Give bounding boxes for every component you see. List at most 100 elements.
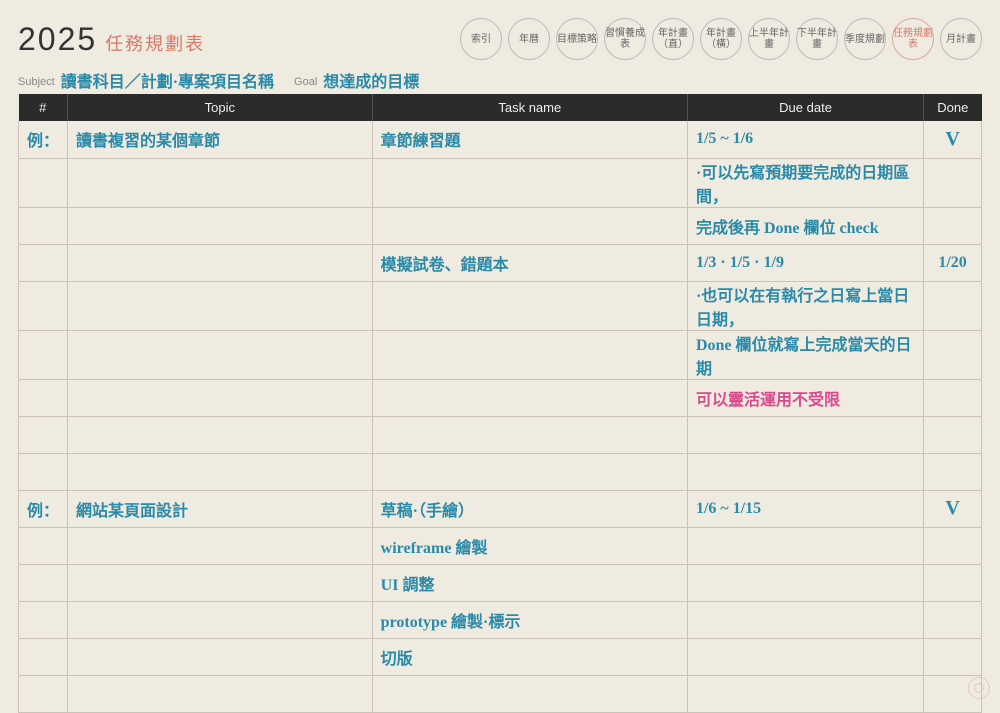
cell-due-text: 完成後再 Done 欄位 check [696, 220, 879, 237]
cell-topic: 網站某頁面設計 [68, 490, 373, 527]
th-done: Done [924, 94, 982, 121]
cell-due-text: ·也可以在有執行之日寫上當日日期， [696, 288, 909, 329]
cell-number [19, 416, 68, 453]
cell-due-text: 1/6 ~ 1/15 [696, 500, 761, 517]
table-row: prototype 繪製·標示 [19, 601, 982, 638]
cell-number [19, 638, 68, 675]
table-row: 模擬試卷、錯題本 1/3 · 1/5 · 1/9 1/20 [19, 244, 982, 281]
cell-task-text: UI 調整 [381, 577, 435, 594]
cell-topic [68, 330, 373, 379]
subject-goal-row: Subject 讀書科目／計劃·專案項目名稱 Goal 想達成的目標 [18, 66, 982, 90]
tab-10[interactable]: 月計畫 [940, 18, 982, 60]
cell-task: 切版 [372, 638, 687, 675]
cell-due: ·可以先寫預期要完成的日期區間， [687, 158, 923, 207]
th-taskname: Task name [372, 94, 687, 121]
page-title: 任務規劃表 [105, 30, 205, 56]
cell-done [924, 527, 982, 564]
cell-done [924, 158, 982, 207]
cell-due: 1/6 ~ 1/15 [687, 490, 923, 527]
cell-task [372, 453, 687, 490]
tab-6[interactable]: 上半年計畫 [748, 18, 790, 60]
cell-topic [68, 453, 373, 490]
table-row: 例：網站某頁面設計草稿·（手繪）1/6 ~ 1/15V [19, 490, 982, 527]
cell-topic [68, 564, 373, 601]
cell-number [19, 564, 68, 601]
cell-due [687, 675, 923, 712]
planner-page: 2025 任務規劃表 索引年曆目標策略習慣養成表年計畫（直）年計畫（橫）上半年計… [0, 0, 1000, 707]
cell-done: 1/20 [924, 244, 982, 281]
tab-2[interactable]: 目標策略 [556, 18, 598, 60]
cell-due [687, 453, 923, 490]
tab-1[interactable]: 年曆 [508, 18, 550, 60]
table-row: ·也可以在有執行之日寫上當日日期， [19, 281, 982, 330]
table-row: 可以靈活運用不受限 [19, 379, 982, 416]
table-row: UI 調整 [19, 564, 982, 601]
table-row: Done 欄位就寫上完成當天的日期 [19, 330, 982, 379]
cell-task [372, 207, 687, 244]
table-body: 例：讀書複習的某個章節章節練習題1/5 ~ 1/6V·可以先寫預期要完成的日期區… [19, 121, 982, 712]
table-row [19, 416, 982, 453]
th-topic: Topic [68, 94, 373, 121]
subject-field: Subject 讀書科目／計劃·專案項目名稱 [18, 66, 274, 90]
table-row: wireframe 繪製 [19, 527, 982, 564]
cell-topic: 讀書複習的某個章節 [68, 121, 373, 158]
tab-3[interactable]: 習慣養成表 [604, 18, 646, 60]
cell-topic [68, 244, 373, 281]
cell-number-text: 例： [27, 133, 59, 150]
cell-number: 例： [19, 490, 68, 527]
cell-task: wireframe 繪製 [372, 527, 687, 564]
cell-done-text: 1/20 [938, 254, 966, 271]
cell-topic [68, 207, 373, 244]
cell-done: V [924, 121, 982, 158]
cell-task [372, 416, 687, 453]
table-row: ·可以先寫預期要完成的日期區間， [19, 158, 982, 207]
tab-0[interactable]: 索引 [460, 18, 502, 60]
cell-due: ·也可以在有執行之日寫上當日日期， [687, 281, 923, 330]
cell-task-text: wireframe 繪製 [381, 540, 488, 557]
subject-label: Subject [18, 76, 55, 88]
tab-8[interactable]: 季度規劃 [844, 18, 886, 60]
cell-task-text: prototype 繪製·標示 [381, 614, 521, 631]
cell-number [19, 527, 68, 564]
cell-task-text: 模擬試卷、錯題本 [381, 257, 509, 274]
cell-done [924, 416, 982, 453]
cell-done [924, 638, 982, 675]
goal-field: Goal 想達成的目標 [294, 66, 419, 90]
cell-done-text: V [945, 497, 959, 519]
cell-task [372, 158, 687, 207]
tab-9[interactable]: 任務規劃表 [892, 18, 934, 60]
table-row: 切版 [19, 638, 982, 675]
cell-task [372, 330, 687, 379]
goal-value: 想達成的目標 [323, 68, 419, 92]
cell-done [924, 281, 982, 330]
cell-number [19, 244, 68, 281]
cell-topic [68, 675, 373, 712]
cell-topic [68, 379, 373, 416]
cell-done [924, 453, 982, 490]
cell-due-text: ·可以先寫預期要完成的日期區間， [696, 165, 909, 206]
cell-done: V [924, 490, 982, 527]
table-row: 例：讀書複習的某個章節章節練習題1/5 ~ 1/6V [19, 121, 982, 158]
cell-done [924, 564, 982, 601]
tab-4[interactable]: 年計畫（直） [652, 18, 694, 60]
cell-number [19, 281, 68, 330]
cell-done [924, 207, 982, 244]
cell-topic [68, 527, 373, 564]
cell-topic [68, 638, 373, 675]
cell-due-text: Done 欄位就寫上完成當天的日期 [696, 337, 912, 378]
tab-5[interactable]: 年計畫（橫） [700, 18, 742, 60]
table-row [19, 453, 982, 490]
cell-due: Done 欄位就寫上完成當天的日期 [687, 330, 923, 379]
subject-value: 讀書科目／計劃·專案項目名稱 [61, 68, 274, 92]
year-label: 2025 [18, 21, 97, 58]
cell-number [19, 453, 68, 490]
cell-task: 模擬試卷、錯題本 [372, 244, 687, 281]
cell-topic-text: 讀書複習的某個章節 [76, 133, 220, 150]
tab-7[interactable]: 下半年計畫 [796, 18, 838, 60]
table-row [19, 675, 982, 712]
title-block: 2025 任務規劃表 [18, 21, 205, 58]
cell-topic [68, 601, 373, 638]
table-head: # Topic Task name Due date Done [19, 94, 982, 121]
cell-due-text: 1/3 · 1/5 · 1/9 [696, 254, 784, 271]
cell-number-text: 例： [27, 503, 59, 520]
